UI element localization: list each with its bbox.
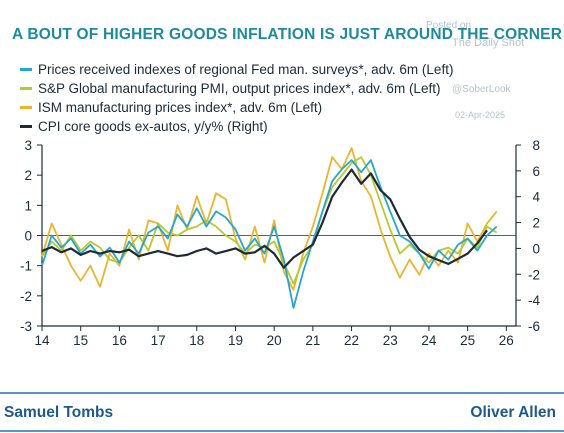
legend-label-sp-pmi: S&P Global manufacturing PMI, output pri… (38, 81, 441, 96)
x-tick-label: 20 (267, 333, 282, 348)
y-left-tick-label: 2 (24, 168, 32, 183)
y-left-tick-label: 1 (24, 198, 32, 213)
legend-label-cpi: CPI core goods ex-autos, y/y% (Right) (38, 119, 268, 134)
legend-label-ism: ISM manufacturing prices index*, adv. 6m… (38, 100, 323, 115)
x-tick-label: 26 (499, 333, 514, 348)
y-left-tick-label: 3 (24, 138, 32, 153)
series-cpi-line (41, 168, 488, 269)
watermark-source: The Daily Shot (452, 37, 525, 49)
legend-item-cpi: CPI core goods ex-autos, y/y% (Right) (20, 117, 453, 136)
y-right-tick-label: -2 (528, 267, 540, 282)
watermark-posted-on: Posted on (426, 20, 472, 31)
x-tick-label: 18 (189, 333, 204, 348)
legend-swatch-cpi (20, 125, 32, 128)
y-left-tick-label: 0 (24, 229, 32, 244)
x-tick-label: 14 (34, 333, 50, 348)
x-tick-label: 24 (421, 333, 437, 348)
watermark-brand: @SoberLook (452, 84, 511, 95)
legend-item-fed-surveys: Prices received indexes of regional Fed … (20, 60, 453, 79)
legend-item-sp-pmi: S&P Global manufacturing PMI, output pri… (20, 79, 453, 98)
legend-label-fed-surveys: Prices received indexes of regional Fed … (38, 62, 454, 77)
legend-swatch-sp-pmi (20, 87, 32, 90)
x-tick-label: 22 (344, 333, 359, 348)
y-right-tick-label: 6 (532, 164, 540, 179)
x-tick-label: 23 (383, 333, 398, 348)
legend-item-ism: ISM manufacturing prices index*, adv. 6m… (20, 98, 453, 117)
y-right-tick-label: 2 (532, 216, 540, 231)
series-sp-pmi-line (41, 156, 498, 285)
y-left-tick-label: -1 (20, 259, 32, 274)
chart-title: A BOUT OF HIGHER GOODS INFLATION IS JUST… (12, 26, 563, 43)
y-right-tick-label: 4 (532, 190, 540, 205)
watermark-date: 02-Apr-2025 (455, 110, 506, 120)
x-tick-label: 17 (151, 333, 166, 348)
footer-divider (0, 392, 564, 394)
chart-legend: Prices received indexes of regional Fed … (20, 60, 453, 136)
bottom-border (0, 430, 564, 432)
y-left-tick-label: -3 (20, 319, 32, 334)
x-tick-label: 21 (305, 333, 320, 348)
series-fed-surveys-line (41, 159, 498, 309)
author-left: Samuel Tombs (4, 404, 114, 421)
x-tick-label: 19 (228, 333, 243, 348)
legend-swatch-fed-surveys (20, 68, 32, 71)
y-right-tick-label: 0 (532, 241, 540, 256)
y-right-tick-label: -6 (528, 319, 540, 334)
x-tick-label: 25 (460, 333, 475, 348)
y-right-tick-label: 8 (532, 138, 540, 153)
y-left-tick-label: -2 (20, 289, 32, 304)
y-right-tick-label: -4 (528, 293, 540, 308)
x-tick-label: 15 (73, 333, 88, 348)
legend-swatch-ism (20, 106, 32, 109)
author-right: Oliver Allen (470, 404, 556, 421)
x-tick-label: 16 (112, 333, 127, 348)
